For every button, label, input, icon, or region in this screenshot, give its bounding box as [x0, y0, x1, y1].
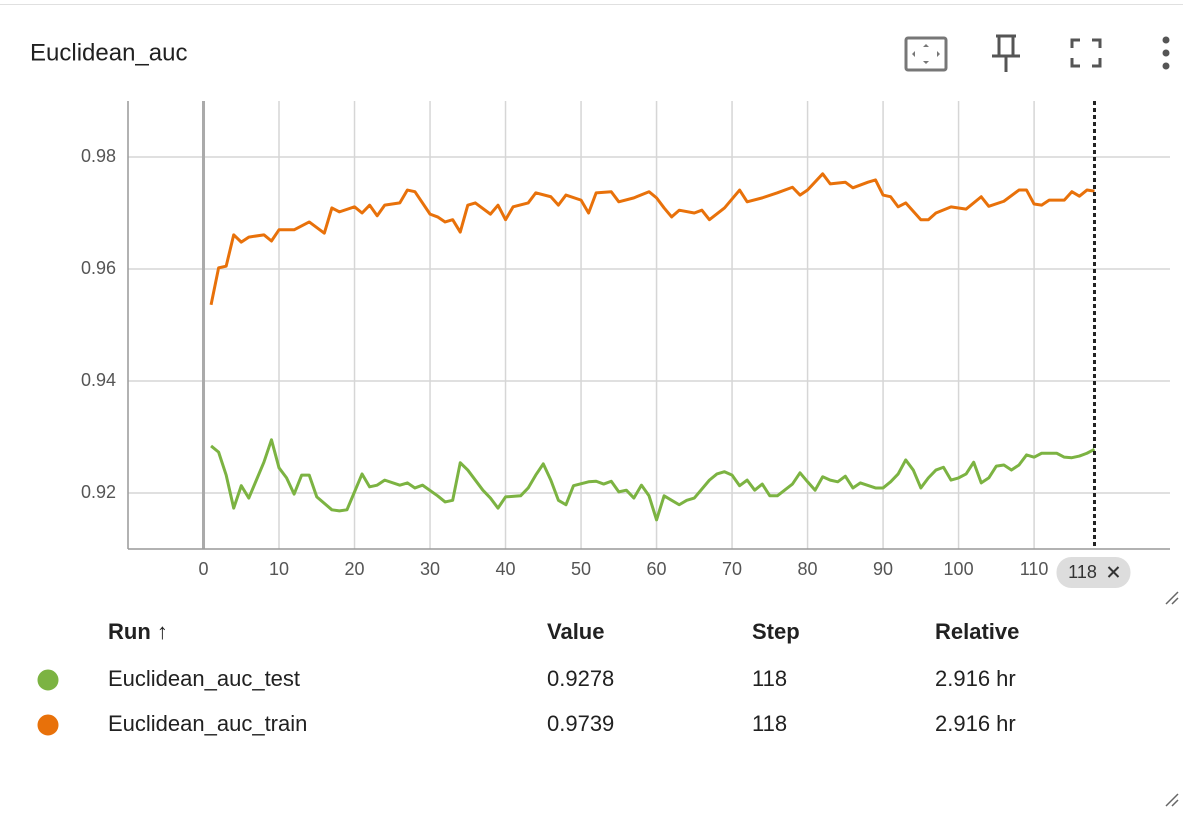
y-tick-label: 0.92: [81, 482, 116, 502]
series-line: [209, 172, 1095, 306]
x-tick-label: 60: [647, 559, 667, 579]
fit-domain-button[interactable]: [904, 36, 948, 72]
icon: [912, 44, 940, 64]
menu-button[interactable]: [1162, 36, 1170, 70]
x-tick-label: 20: [345, 559, 365, 579]
y-tick-label: 0.98: [81, 146, 116, 166]
icon: [904, 36, 948, 72]
icon: [1070, 38, 1102, 68]
x-tick-label: 10: [269, 559, 289, 579]
cell: 0.9739: [547, 711, 614, 736]
x-tick-label: 30: [420, 559, 440, 579]
x-tick-label: 90: [873, 559, 893, 579]
cell: 2.916 hr: [935, 666, 1016, 691]
column-header: Step: [752, 619, 800, 644]
cell: 118: [752, 666, 787, 691]
x-tick-label: 50: [571, 559, 591, 579]
cell: 0.9278: [547, 666, 614, 691]
y-tick-label: 0.94: [81, 370, 116, 390]
run-name: Euclidean_auc_train: [108, 711, 307, 736]
run-color-dot[interactable]: [36, 713, 60, 737]
y-tick-label: 0.96: [81, 258, 116, 278]
x-tick-label: 100: [944, 559, 974, 579]
chip-close-icon[interactable]: [1107, 566, 1120, 578]
fullscreen-button[interactable]: [1070, 38, 1102, 68]
pin-button[interactable]: [992, 34, 1020, 72]
column-header: Value: [547, 619, 604, 644]
step-chip-label: 118: [1068, 562, 1097, 582]
run-name: Euclidean_auc_test: [108, 666, 300, 691]
x-tick-label: 40: [496, 559, 516, 579]
plot: 0.92 0.94 0.96 0.98 0 10 20 30 40 50 60 70 80 90 100 11…: [81, 101, 1170, 588]
x-tick-label: 70: [722, 559, 742, 579]
x-tick-label: 0: [198, 559, 208, 579]
step-chip[interactable]: [1056, 557, 1131, 588]
icon: [992, 34, 1020, 72]
column-header[interactable]: Run ↑: [108, 619, 168, 644]
x-tick-label: 110: [1020, 559, 1049, 579]
column-header: Relative: [935, 619, 1019, 644]
icon: [1162, 36, 1170, 44]
cell: 118: [752, 711, 787, 736]
icon: [1162, 62, 1170, 70]
series-line: [210, 438, 1096, 522]
icon: [1162, 49, 1170, 57]
run-color-dot[interactable]: [36, 668, 60, 692]
run-table: Run ↑ Value Step Relative Euclidean_auc_test…: [36, 619, 1019, 737]
card-title: Euclidean_auc: [30, 39, 187, 66]
resize-handle[interactable]: [1165, 793, 1179, 807]
x-tick-label: 80: [798, 559, 818, 579]
resize-handle[interactable]: [1165, 591, 1179, 605]
cell: 2.916 hr: [935, 711, 1016, 736]
